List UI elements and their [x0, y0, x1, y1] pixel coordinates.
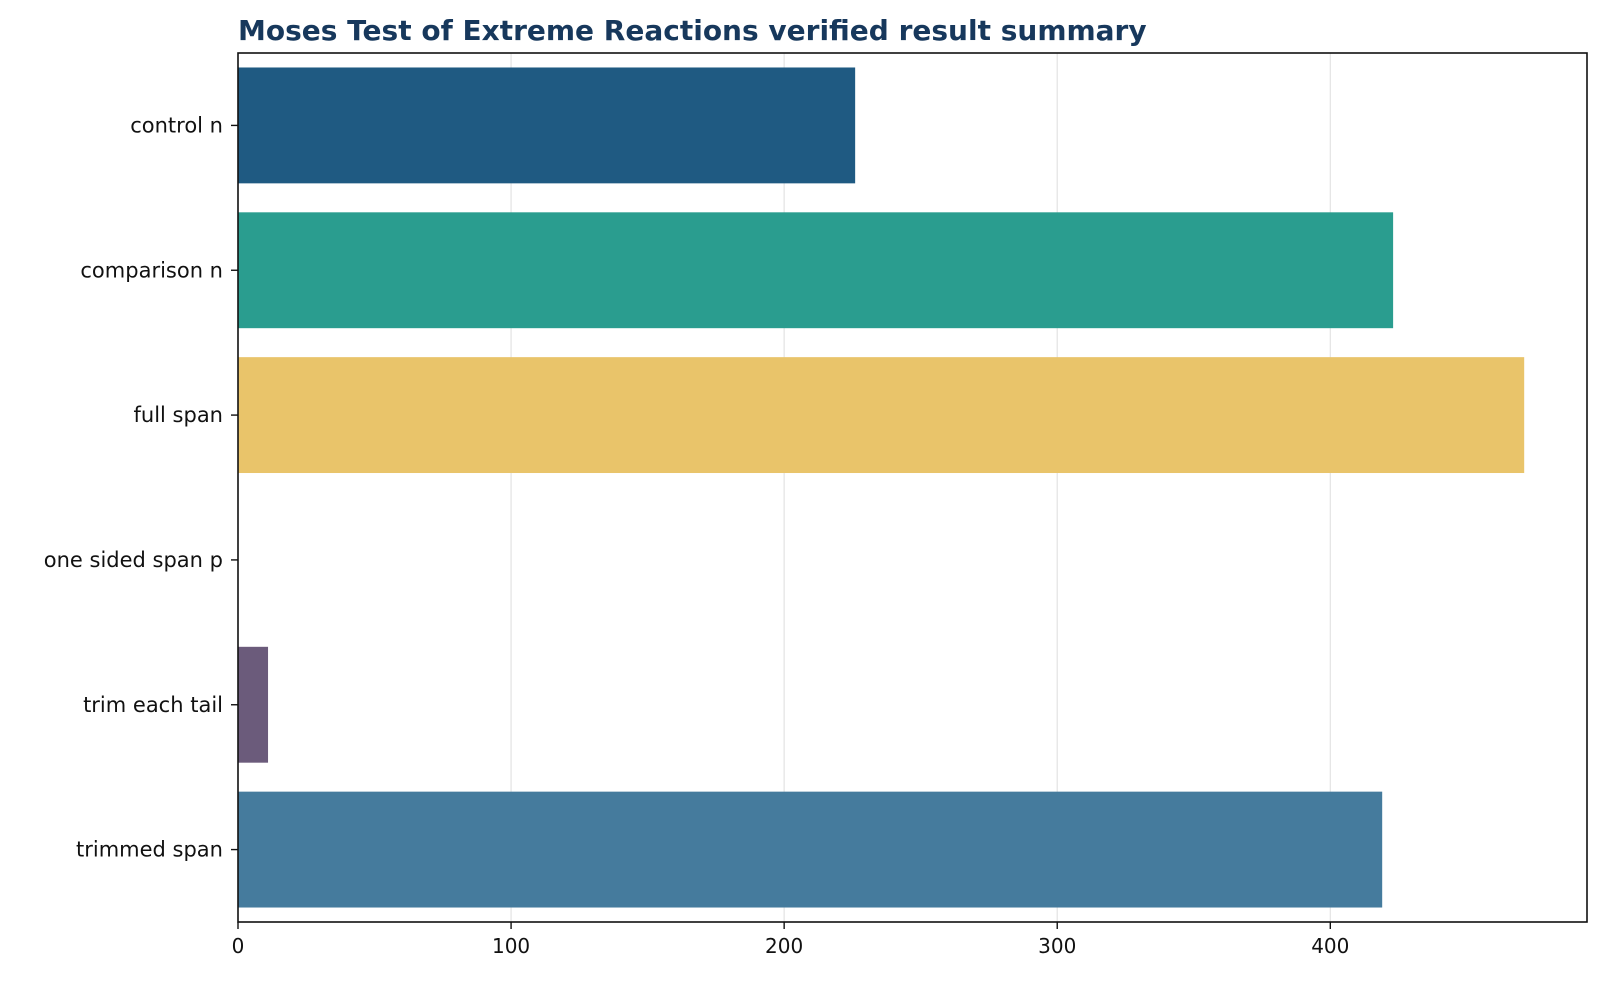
category-label: full span — [134, 403, 224, 427]
category-label: one sided span p — [44, 548, 223, 572]
chart-title: Moses Test of Extreme Reactions verified… — [238, 14, 1147, 47]
category-label: trimmed span — [76, 838, 223, 862]
x-tick-label: 400 — [1311, 934, 1349, 958]
category-label: comparison n — [80, 258, 223, 282]
y-axis: control n comparison n full span one sided … — [44, 113, 238, 862]
x-tick-label: 300 — [1038, 934, 1076, 958]
bar — [238, 67, 856, 184]
bars — [238, 67, 1525, 908]
category-label: trim each tail — [83, 693, 223, 717]
bar — [238, 646, 269, 763]
x-tick-label: 200 — [765, 934, 803, 958]
x-tick-label: 100 — [492, 934, 530, 958]
bar — [238, 791, 1383, 908]
x-axis: 0 100 200 300 400 — [232, 922, 1349, 958]
category-label: control n — [130, 113, 223, 137]
bar — [238, 357, 1525, 474]
bar — [238, 212, 1394, 329]
plot-frame — [237, 52, 1588, 923]
x-tick-label: 0 — [232, 934, 245, 958]
